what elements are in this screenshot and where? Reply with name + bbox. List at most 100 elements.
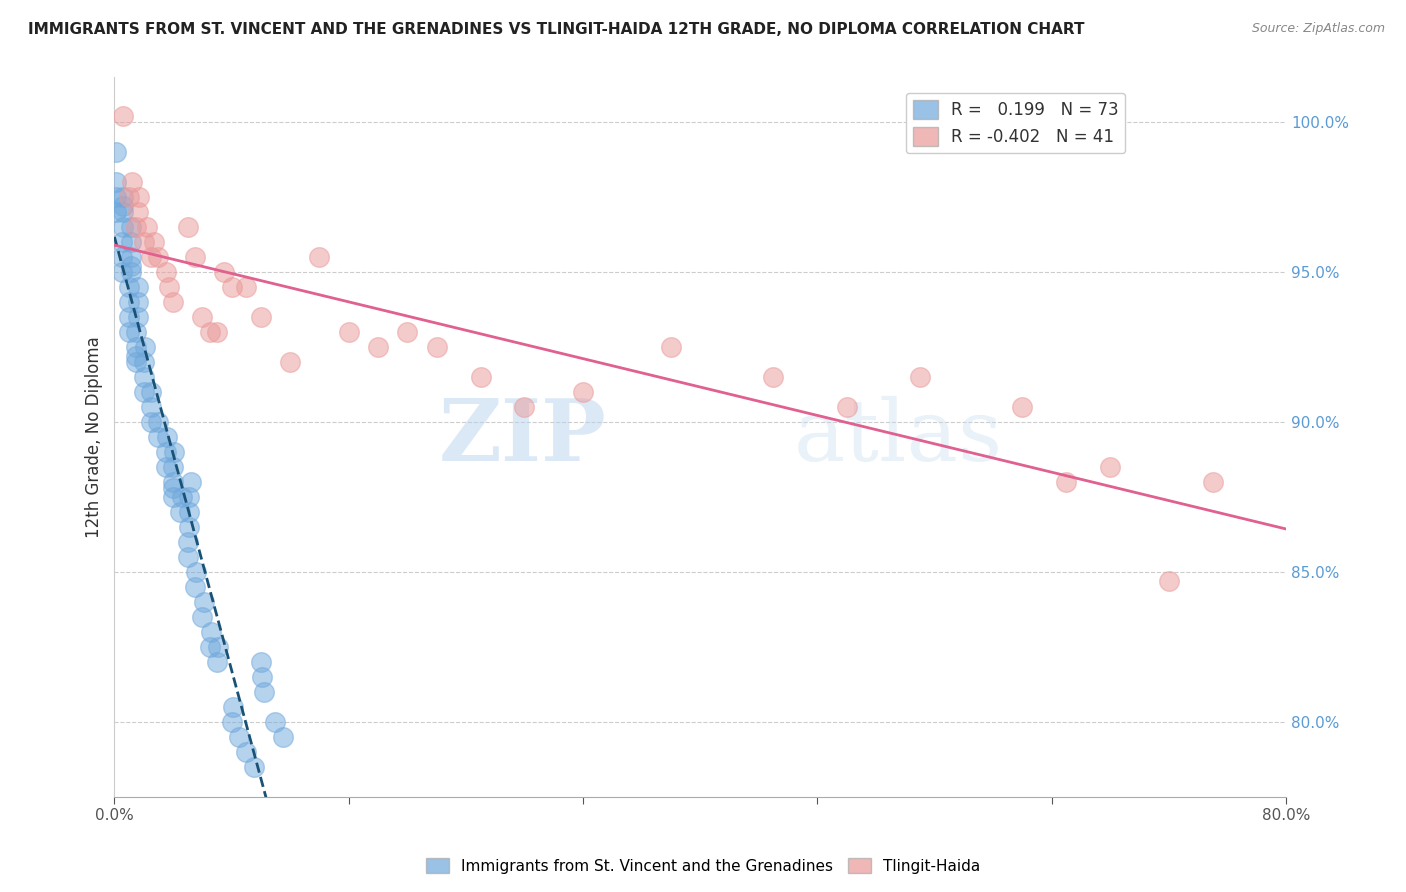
Point [250, 310, 273, 325]
Text: atlas: atlas [794, 395, 1002, 479]
Point [835, 400, 858, 414]
Point [250, 655, 273, 669]
Text: IMMIGRANTS FROM ST. VINCENT AND THE GRENADINES VS TLINGIT-HAIDA 12TH GRADE, NO D: IMMIGRANTS FROM ST. VINCENT AND THE GREN… [28, 22, 1084, 37]
Point [198, 325, 221, 339]
Point [127, 310, 149, 325]
Point [112, 199, 135, 213]
Point [470, 370, 492, 384]
Y-axis label: 12th Grade, No Diploma: 12th Grade, No Diploma [86, 336, 103, 538]
Point [252, 670, 274, 684]
Point [176, 220, 198, 235]
Point [200, 624, 222, 639]
Point [148, 250, 170, 264]
Point [139, 385, 162, 400]
Point [184, 580, 207, 594]
Point [142, 235, 165, 250]
Point [308, 250, 330, 264]
Point [257, 849, 280, 863]
Point [177, 505, 200, 519]
Point [762, 370, 785, 384]
Point [112, 190, 135, 204]
Point [177, 490, 200, 504]
Point [120, 259, 142, 273]
Point [221, 280, 243, 294]
Point [163, 445, 186, 459]
Point [135, 220, 157, 235]
Point [139, 400, 162, 414]
Point [156, 430, 179, 444]
Point [118, 280, 141, 294]
Legend: Immigrants from St. Vincent and the Grenadines, Tlingit-Haida: Immigrants from St. Vincent and the Gren… [419, 852, 987, 880]
Point [1157, 574, 1180, 588]
Point [155, 460, 177, 475]
Point [235, 280, 257, 294]
Point [111, 235, 134, 250]
Point [176, 549, 198, 564]
Point [169, 505, 191, 519]
Point [1099, 460, 1122, 475]
Point [104, 205, 127, 219]
Point [127, 280, 149, 294]
Point [221, 714, 243, 729]
Point [278, 355, 301, 369]
Point [162, 481, 184, 495]
Point [212, 265, 235, 279]
Point [228, 730, 250, 744]
Point [148, 430, 170, 444]
Point [253, 685, 276, 699]
Point [367, 340, 389, 354]
Point [205, 325, 228, 339]
Point [155, 265, 177, 279]
Point [127, 295, 149, 310]
Point [127, 205, 149, 219]
Point [148, 415, 170, 429]
Point [177, 520, 200, 534]
Point [162, 475, 184, 489]
Point [1054, 475, 1077, 489]
Point [104, 145, 127, 160]
Point [908, 370, 931, 384]
Point [426, 340, 449, 354]
Point [186, 565, 208, 579]
Point [162, 295, 184, 310]
Point [235, 745, 257, 759]
Point [205, 655, 228, 669]
Point [118, 295, 141, 310]
Point [1202, 475, 1225, 489]
Point [132, 355, 155, 369]
Point [264, 714, 287, 729]
Point [170, 490, 193, 504]
Point [259, 835, 281, 849]
Point [134, 340, 156, 354]
Point [222, 699, 245, 714]
Point [112, 109, 135, 123]
Point [180, 475, 202, 489]
Point [111, 265, 134, 279]
Point [659, 340, 682, 354]
Point [125, 340, 148, 354]
Point [191, 610, 214, 624]
Point [207, 640, 229, 654]
Point [132, 235, 155, 250]
Point [132, 385, 155, 400]
Text: ZIP: ZIP [439, 395, 606, 479]
Point [104, 175, 127, 189]
Point [337, 325, 360, 339]
Point [572, 385, 595, 400]
Point [120, 250, 142, 264]
Point [120, 235, 142, 250]
Point [118, 190, 141, 204]
Point [157, 280, 180, 294]
Point [112, 205, 135, 219]
Point [125, 349, 148, 363]
Legend: R =   0.199   N = 73, R = -0.402   N = 41: R = 0.199 N = 73, R = -0.402 N = 41 [905, 93, 1125, 153]
Point [118, 325, 141, 339]
Point [176, 535, 198, 549]
Point [193, 595, 215, 609]
Point [125, 325, 148, 339]
Point [132, 370, 155, 384]
Point [184, 250, 207, 264]
Point [139, 250, 162, 264]
Point [125, 220, 148, 235]
Point [162, 460, 184, 475]
